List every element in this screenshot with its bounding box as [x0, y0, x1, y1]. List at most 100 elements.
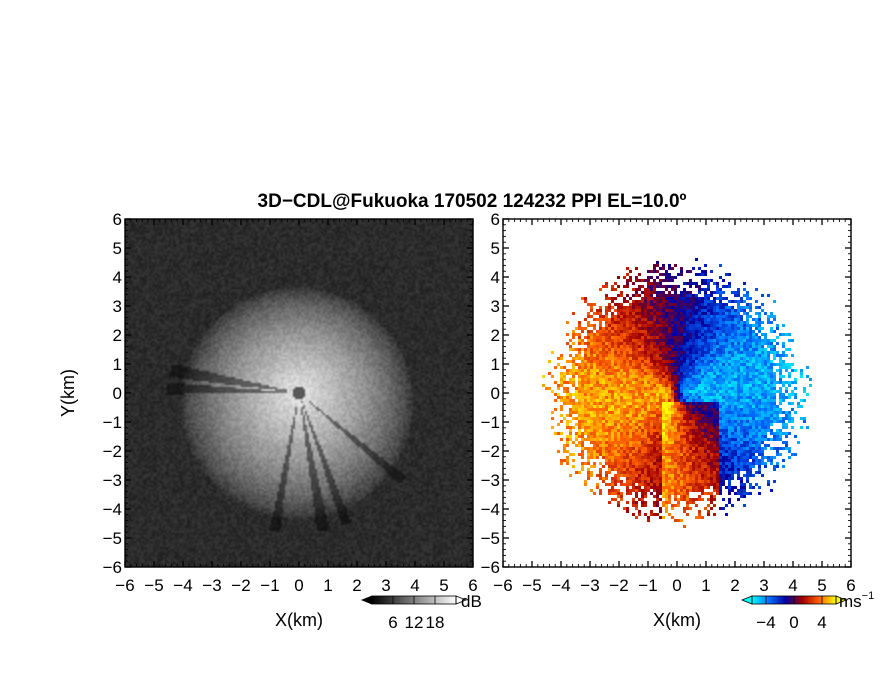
colorbar-swatch	[397, 596, 401, 604]
colorbar-swatch	[442, 596, 445, 604]
colorbar-swatch	[400, 596, 403, 604]
colorbar-swatch	[784, 596, 788, 604]
colorbar-tick-label: 6	[388, 613, 397, 632]
colorbar-swatch	[759, 596, 762, 604]
colorbar-swatch	[815, 596, 818, 604]
colorbar-swatch	[379, 596, 382, 604]
colorbar-swatch	[439, 596, 443, 604]
y-tick-label: −4	[481, 500, 500, 519]
colorbar-swatch	[453, 596, 457, 604]
y-tick-label: 5	[113, 239, 122, 258]
colorbar-swatch	[754, 596, 758, 604]
colorbar-swatch	[794, 596, 797, 604]
x-tick-label: 1	[323, 576, 332, 595]
x-tick-label: 4	[410, 576, 419, 595]
colorbar-swatch	[390, 596, 394, 604]
y-tick-label: 6	[113, 210, 122, 229]
y-tick-label: 2	[491, 326, 500, 345]
chart-title: 3D−CDL@Fukuoka 170502 124232 PPI EL=10.0…	[258, 191, 687, 212]
colorbar-swatch	[822, 596, 825, 604]
colorbar-swatch	[808, 596, 811, 604]
x-tick-label: −1	[638, 576, 657, 595]
colorbar-swatch	[416, 596, 420, 604]
colorbar-swatch	[824, 596, 828, 604]
velocity-colorbar-unit: ms−1	[839, 590, 874, 611]
velocity-colorbar: −4 0 4	[740, 595, 848, 632]
colorbar-swatch	[418, 596, 422, 604]
colorbar-swatch	[829, 596, 832, 604]
colorbar-swatch	[407, 596, 410, 604]
colorbar-swatch	[756, 596, 760, 604]
y-tick-label: −2	[481, 442, 500, 461]
y-tick-label: 5	[491, 239, 500, 258]
colorbar-tick-label: −4	[756, 613, 775, 632]
y-tick-label: −1	[481, 413, 500, 432]
colorbar-swatch	[812, 596, 816, 604]
colorbar-swatch	[803, 596, 807, 604]
colorbar-swatch	[833, 596, 837, 604]
colorbar-swatch	[775, 596, 779, 604]
intensity-colorbar-unit: dB	[461, 592, 482, 611]
x-tick-label: −2	[231, 576, 250, 595]
velocity-y-tick-labels: −6 −5 −4 −3 −2 −1 0 1 2 3 4 5 6	[481, 210, 500, 577]
velocity-x-tick-labels: −6 −5 −4 −3 −2 −1 0 1 2 3 4 5 6	[493, 576, 855, 595]
intensity-x-tick-labels: −6 −5 −4 −3 −2 −1 0 1 2 3 4 5 6	[115, 576, 477, 595]
colorbar-swatch	[423, 596, 427, 604]
x-tick-label: 5	[439, 576, 448, 595]
colorbar-swatch	[798, 596, 802, 604]
intensity-image	[125, 219, 473, 567]
colorbar-swatch	[430, 596, 434, 604]
colorbar-swatch	[428, 596, 431, 604]
colorbar-swatch	[425, 596, 429, 604]
colorbar-swatch	[819, 596, 823, 604]
y-tick-label: −6	[481, 558, 500, 577]
colorbar-swatch	[787, 596, 790, 604]
colorbar-swatch	[372, 596, 375, 604]
colorbar-tick-label: 12	[405, 613, 424, 632]
y-tick-label: −3	[481, 471, 500, 490]
y-tick-label: −1	[103, 413, 122, 432]
colorbar-swatch	[376, 596, 380, 604]
intensity-colorbar: 6 12 18	[360, 595, 468, 632]
colorbar-low-arrow	[360, 595, 373, 605]
y-tick-label: −6	[103, 558, 122, 577]
y-tick-label: 0	[491, 384, 500, 403]
x-tick-label: −3	[202, 576, 221, 595]
x-tick-label: 3	[381, 576, 390, 595]
intensity-ticks	[124, 218, 474, 568]
colorbar-swatch	[817, 596, 821, 604]
colorbar-swatch	[768, 596, 772, 604]
intensity-y-tick-labels: −6 −5 −4 −3 −2 −1 0 1 2 3 4 5 6	[103, 210, 122, 577]
x-tick-label: −5	[144, 576, 163, 595]
colorbar-low-arrow	[740, 595, 753, 605]
y-tick-label: −4	[103, 500, 122, 519]
intensity-y-axis-label: Y(km)	[58, 369, 78, 417]
x-tick-label: 3	[759, 576, 768, 595]
colorbar-swatch	[435, 596, 438, 604]
colorbar-swatch	[386, 596, 389, 604]
colorbar-swatch	[393, 596, 396, 604]
x-tick-label: 2	[352, 576, 361, 595]
x-tick-label: 0	[672, 576, 681, 595]
colorbar-swatch	[761, 596, 765, 604]
velocity-ticks	[502, 218, 852, 568]
colorbar-swatch	[773, 596, 776, 604]
colorbar-swatch	[826, 596, 830, 604]
x-tick-label: 2	[730, 576, 739, 595]
intensity-panel: −6 −5 −4 −3 −2 −1 0 1 2 3 4 5 6 −6−5−4−3−2−10123456 …	[58, 210, 482, 632]
x-tick-label: −6	[493, 576, 512, 595]
colorbar-swatch	[789, 596, 793, 604]
colorbar-swatch	[796, 596, 800, 604]
velocity-x-axis-label: X(km)	[653, 610, 701, 630]
y-tick-label: 0	[113, 384, 122, 403]
colorbar-swatch	[411, 596, 415, 604]
y-tick-label: −2	[103, 442, 122, 461]
y-tick-label: −5	[103, 529, 122, 548]
y-tick-label: 4	[491, 268, 500, 287]
intensity-x-axis-label: X(km)	[275, 610, 323, 630]
colorbar-swatch	[374, 596, 378, 604]
colorbar-swatch	[437, 596, 441, 604]
x-tick-label: −4	[173, 576, 192, 595]
